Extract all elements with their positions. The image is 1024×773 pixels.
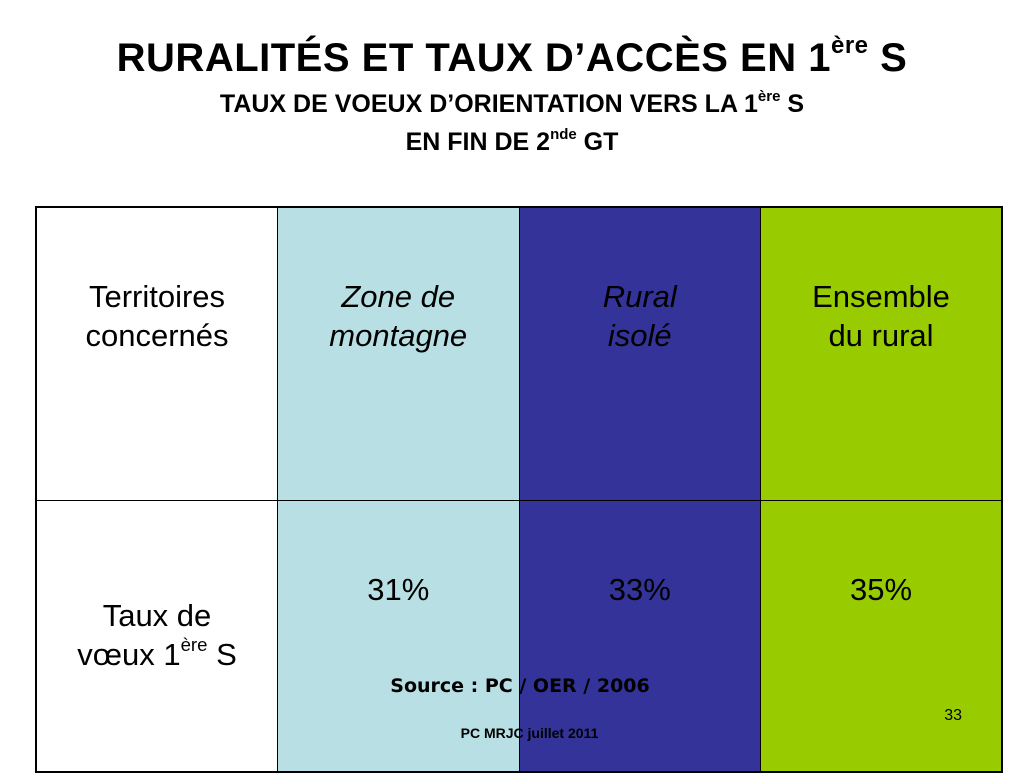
slide-subtitle-line-1: TAUX DE VOEUX D’ORIENTATION VERS LA 1ère… xyxy=(219,87,805,118)
source-note: Source : PC / OER / 2006 xyxy=(390,675,650,697)
header-zone-de-montagne: Zone de montagne xyxy=(277,206,520,501)
header-territoires: Territoires concernés xyxy=(35,206,278,501)
row-label-taux-de-voeux: Taux de vœux 1ère S xyxy=(35,500,278,773)
value-rural-isole: 33% xyxy=(518,500,761,773)
value-zone-de-montagne: 31% xyxy=(277,500,520,773)
data-table: Territoires concernés Zone de montagne Rur… xyxy=(35,206,1003,773)
slide-title: RURALITÉS ET TAUX D’ACCÈS EN 1ère S xyxy=(116,32,908,81)
slide-subtitle-line-2: EN FIN DE 2nde GT xyxy=(405,125,619,156)
page-number: 33 xyxy=(944,707,962,724)
footer-text: PC MRJC juillet 2011 xyxy=(460,725,599,741)
header-rural-isole: Rural isolé xyxy=(518,206,761,501)
table-row: Taux de vœux 1ère S 31% 33% 35% xyxy=(35,500,1003,773)
table-header-row: Territoires concernés Zone de montagne Rur… xyxy=(35,206,1003,501)
value-ensemble-du-rural: 35% xyxy=(760,500,1003,773)
header-ensemble-du-rural: Ensemble du rural xyxy=(760,206,1003,501)
